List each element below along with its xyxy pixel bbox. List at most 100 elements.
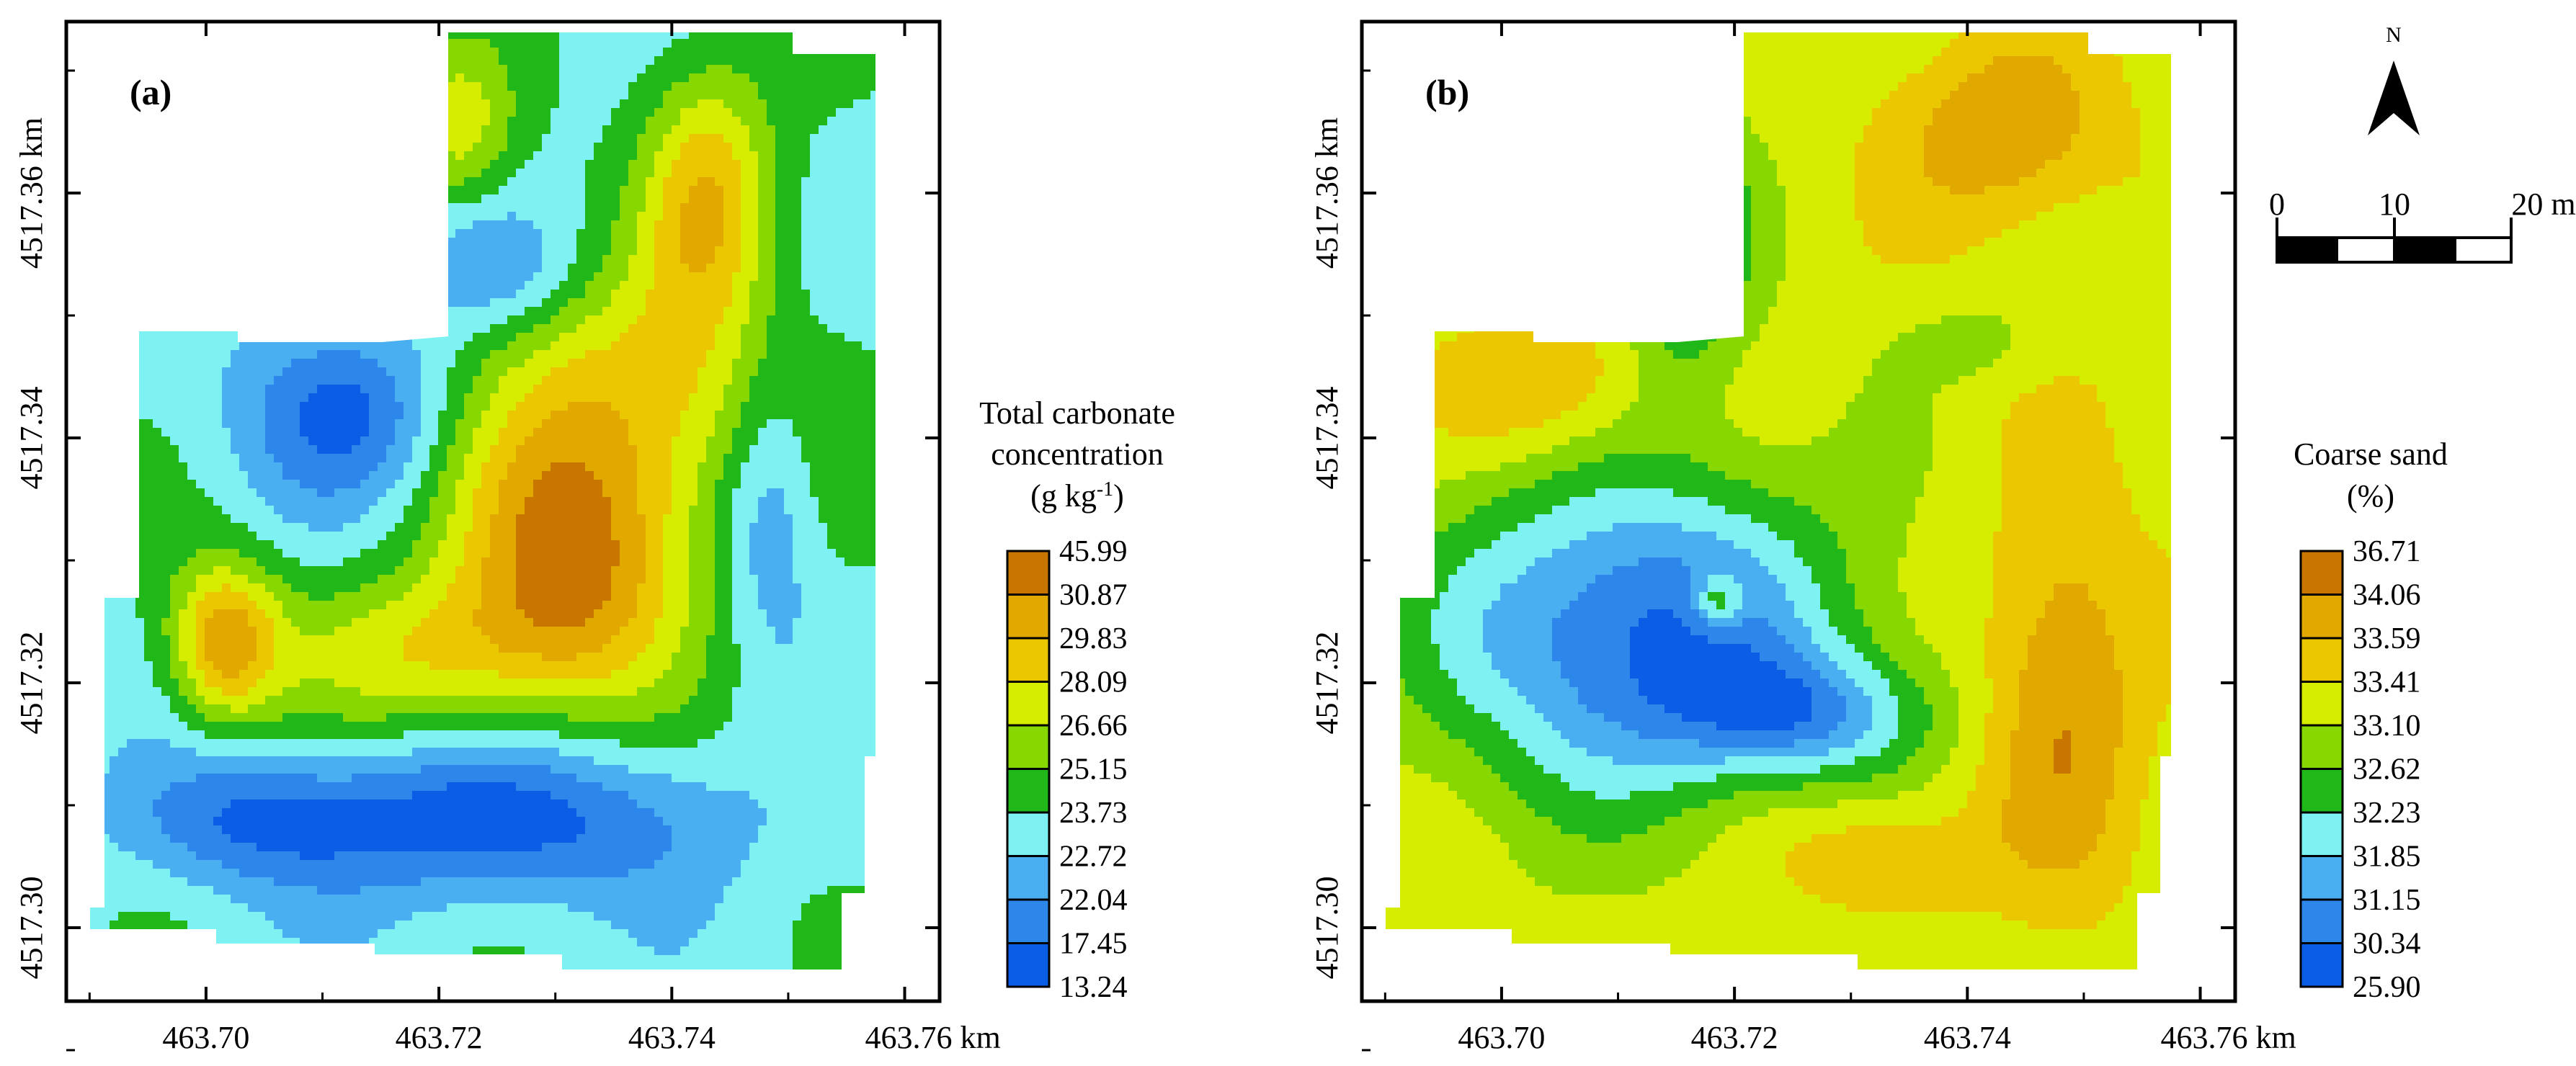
contour-cell [1526,454,1604,462]
x-tick-label: 463.76 km [2161,1020,2296,1055]
legend-value: 30.87 [1059,579,1128,612]
contour-cell [153,670,170,678]
contour-cell [551,765,628,774]
contour-cell [1561,661,1630,670]
contour-cell [2114,756,2149,765]
legend-value: 32.23 [2353,797,2421,830]
contour-cell [196,678,205,687]
contour-cell [205,964,455,969]
contour-cell [896,30,940,39]
contour-cell [1448,730,1509,739]
contour-cell [447,782,516,791]
contour-cell [1639,229,1656,238]
contour-cell [628,419,680,428]
contour-cell [1386,808,1474,817]
contour-cell [775,238,801,246]
contour-cell [1768,523,1829,532]
contour-cell [749,454,801,462]
contour-cell [2131,91,2171,99]
contour-cell [257,601,282,609]
contour-cell [810,488,875,497]
contour-cell [196,575,248,583]
contour-cell [90,903,248,912]
contour-cell [2175,212,2218,220]
contour-cell [447,462,464,471]
contour-cell [101,800,153,808]
contour-cell [90,609,135,618]
contour-cell [1526,696,1578,704]
contour-cell [101,39,213,48]
contour-cell [213,56,395,65]
contour-cell [429,56,499,65]
contour-cell [205,73,395,82]
contour-cell [90,756,110,765]
contour-cell [1457,566,1526,575]
contour-cell [2123,739,2157,748]
contour-cell [1760,436,1811,445]
contour-cell [499,480,533,488]
contour-cell [1386,722,1440,730]
contour-cell [274,877,421,886]
contour-cell [525,359,568,367]
contour-cell [2054,765,2071,774]
contour-cell [1734,609,1794,618]
contour-cell [447,514,473,523]
contour-cell [810,462,875,471]
contour-cell [542,264,568,272]
contour-cell [2080,117,2140,125]
contour-cell [1751,990,2235,998]
contour-cell [187,592,205,601]
contour-cell [663,532,689,540]
contour-cell [732,514,758,523]
contour-cell [135,575,170,583]
contour-cell [1958,82,2071,91]
contour-cell [2002,315,2171,324]
contour-cell [1578,696,1647,704]
contour-cell [741,212,758,220]
contour-cell [90,125,378,134]
contour-cell [265,566,395,575]
contour-cell [1621,834,1716,843]
contour-cell [248,903,447,912]
contour-cell [90,99,386,108]
contour-cell [698,687,732,696]
contour-cell [637,471,672,480]
contour-cell [2218,203,2235,212]
contour-cell [1405,566,1457,575]
contour-cell [1794,739,1855,748]
contour-cell [1639,272,1656,281]
contour-cell [412,108,429,117]
contour-cell [2045,609,2105,618]
contour-cell [369,609,429,618]
contour-cell [2114,635,2171,644]
contour-cell [1742,177,1777,186]
contour-cell [101,454,179,462]
contour-cell [1386,886,1552,895]
scale-bar-label-0: 0 [2269,187,2285,222]
contour-cell [715,549,732,557]
contour-cell [1708,203,1734,212]
contour-cell [1664,177,1725,186]
contour-cell [490,324,533,333]
contour-cell [1734,238,1751,246]
contour-cell [378,575,421,583]
contour-cell [646,532,663,540]
contour-cell [1933,419,2002,428]
contour-cell [2157,540,2171,549]
contour-cell [187,670,205,678]
contour-cell [793,929,875,938]
contour-cell [672,653,706,661]
contour-cell [90,851,135,860]
contour-cell [1673,246,1708,255]
contour-cell [1595,575,1690,583]
contour-cell [90,177,308,186]
contour-cell [551,290,585,298]
contour-cell [282,367,386,376]
contour-cell [689,514,715,523]
contour-cell [205,618,248,627]
contour-cell [516,601,602,609]
contour-cell [611,566,646,575]
contour-cell [611,635,654,644]
contour-cell [66,972,101,981]
contour-cell [602,264,628,272]
